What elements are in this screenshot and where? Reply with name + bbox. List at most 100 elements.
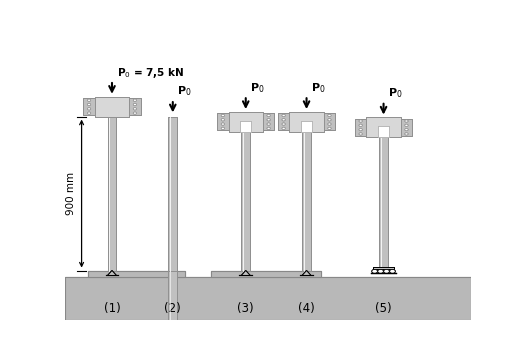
Text: $\mathbf{P}_0$: $\mathbf{P}_0$: [250, 81, 265, 95]
Circle shape: [282, 127, 285, 130]
Circle shape: [133, 103, 137, 105]
Bar: [168, 117, 177, 270]
Circle shape: [267, 119, 270, 121]
Circle shape: [87, 108, 90, 110]
Bar: [108, 117, 117, 270]
Circle shape: [221, 123, 224, 125]
Circle shape: [328, 127, 331, 130]
Bar: [355, 119, 366, 136]
Circle shape: [359, 120, 362, 122]
Circle shape: [282, 119, 285, 121]
Bar: [263, 113, 275, 130]
Circle shape: [390, 269, 395, 273]
Bar: [378, 126, 389, 138]
Polygon shape: [108, 270, 117, 275]
Circle shape: [221, 114, 224, 117]
Bar: [302, 132, 311, 270]
Bar: [168, 117, 177, 320]
Bar: [366, 117, 401, 138]
Polygon shape: [302, 270, 311, 275]
Circle shape: [359, 133, 362, 135]
Circle shape: [267, 119, 270, 121]
Circle shape: [372, 269, 378, 273]
Circle shape: [87, 112, 90, 114]
Bar: [217, 113, 229, 130]
Circle shape: [359, 129, 362, 131]
Circle shape: [359, 124, 362, 126]
Bar: [241, 132, 250, 270]
Circle shape: [282, 114, 285, 117]
Circle shape: [405, 124, 408, 126]
Bar: [217, 113, 229, 130]
Bar: [289, 112, 324, 132]
Circle shape: [221, 119, 224, 121]
Bar: [211, 270, 321, 278]
Circle shape: [405, 120, 408, 122]
Circle shape: [328, 114, 331, 117]
Circle shape: [359, 129, 362, 131]
Polygon shape: [241, 270, 250, 275]
Bar: [379, 138, 388, 269]
Circle shape: [221, 127, 224, 130]
Circle shape: [405, 129, 408, 131]
Circle shape: [133, 108, 137, 110]
Bar: [211, 270, 321, 278]
Circle shape: [359, 133, 362, 135]
Bar: [241, 121, 251, 132]
Circle shape: [405, 129, 408, 131]
Circle shape: [133, 108, 137, 110]
Circle shape: [405, 124, 408, 126]
Circle shape: [282, 127, 285, 130]
Circle shape: [267, 127, 270, 130]
Circle shape: [133, 99, 137, 102]
Bar: [129, 98, 141, 115]
Text: $\mathbf{P}_0$: $\mathbf{P}_0$: [311, 81, 325, 95]
Circle shape: [378, 269, 383, 273]
Bar: [65, 278, 471, 320]
Bar: [95, 97, 129, 117]
Circle shape: [87, 103, 90, 105]
Polygon shape: [241, 270, 250, 275]
Bar: [88, 270, 185, 278]
Circle shape: [328, 123, 331, 125]
Circle shape: [133, 112, 137, 114]
Text: (5): (5): [375, 302, 392, 315]
Circle shape: [328, 119, 331, 121]
Text: (1): (1): [104, 302, 120, 315]
Bar: [373, 267, 394, 269]
Bar: [229, 112, 263, 132]
Circle shape: [359, 124, 362, 126]
Circle shape: [282, 123, 285, 125]
Text: 900 mm: 900 mm: [65, 172, 75, 215]
Bar: [278, 113, 289, 130]
Bar: [302, 132, 311, 270]
Bar: [83, 98, 95, 115]
Text: (2): (2): [164, 302, 181, 315]
Bar: [378, 126, 389, 138]
Circle shape: [328, 119, 331, 121]
Circle shape: [405, 120, 408, 122]
Bar: [108, 117, 117, 270]
Circle shape: [267, 123, 270, 125]
Circle shape: [87, 112, 90, 114]
Circle shape: [133, 103, 137, 105]
Circle shape: [328, 123, 331, 125]
Text: $\mathbf{P}_0$: $\mathbf{P}_0$: [388, 86, 402, 100]
Bar: [373, 267, 394, 269]
Circle shape: [328, 114, 331, 117]
Circle shape: [282, 114, 285, 117]
Circle shape: [267, 114, 270, 117]
Bar: [401, 119, 412, 136]
Bar: [366, 117, 401, 138]
Bar: [241, 121, 251, 132]
Bar: [324, 113, 335, 130]
Circle shape: [282, 119, 285, 121]
Text: (4): (4): [298, 302, 315, 315]
Circle shape: [87, 108, 90, 110]
Circle shape: [384, 269, 389, 273]
Bar: [301, 121, 312, 132]
Bar: [355, 119, 366, 136]
Circle shape: [328, 127, 331, 130]
Polygon shape: [108, 270, 117, 275]
Bar: [88, 270, 185, 278]
